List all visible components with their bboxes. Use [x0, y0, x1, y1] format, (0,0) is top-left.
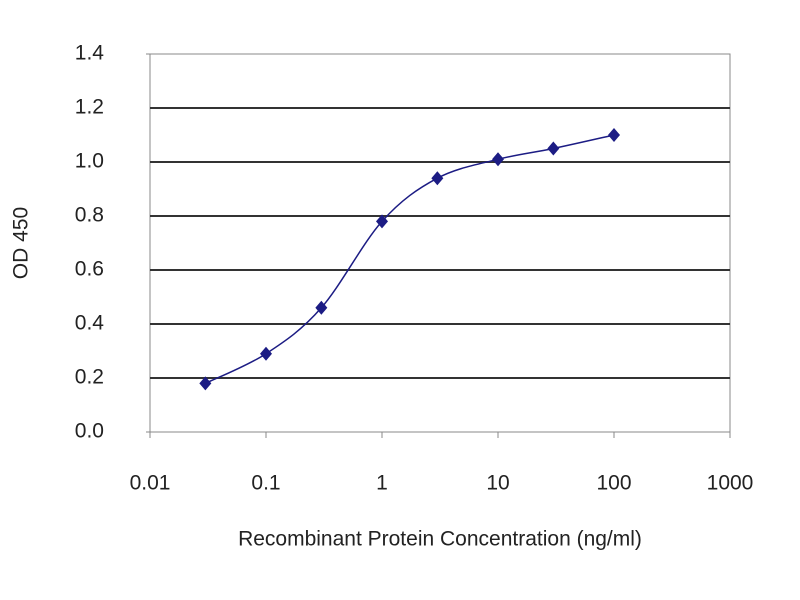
data-line — [205, 134, 615, 385]
data-point — [547, 141, 560, 156]
y-tick-label: 0.0 — [75, 420, 104, 443]
y-tick-label: 1.0 — [75, 150, 104, 173]
x-axis-title: Recombinant Protein Concentration (ng/ml… — [238, 528, 642, 551]
data-point — [608, 128, 620, 142]
data-point — [492, 152, 504, 167]
x-tick-label: 10 — [486, 472, 509, 495]
x-tick-label: 0.01 — [130, 472, 171, 495]
x-tick-label: 0.1 — [251, 472, 280, 495]
x-tick-label: 100 — [596, 472, 631, 495]
y-tick-label: 0.6 — [75, 258, 104, 281]
data-point — [431, 171, 444, 186]
y-tick-label: 0.8 — [75, 204, 104, 227]
y-axis-title: OD 450 — [10, 207, 33, 279]
y-tick-label: 1.2 — [75, 96, 104, 119]
data-point — [199, 376, 212, 391]
data-point — [376, 214, 388, 229]
data-point — [315, 300, 328, 315]
data-point — [260, 346, 272, 361]
y-tick-label: 0.4 — [75, 312, 105, 335]
y-tick-label: 0.2 — [75, 366, 104, 389]
y-tick-label: 1.4 — [75, 42, 105, 65]
x-tick-label: 1 — [376, 472, 388, 495]
x-tick-label: 1000 — [707, 472, 754, 495]
plot-area — [149, 53, 731, 433]
